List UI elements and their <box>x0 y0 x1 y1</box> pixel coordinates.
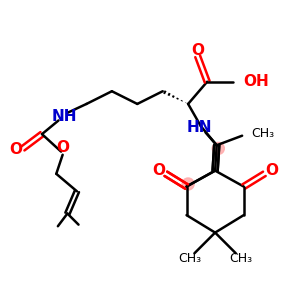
Text: O: O <box>56 140 69 155</box>
Text: NH: NH <box>52 109 77 124</box>
Text: CH₃: CH₃ <box>252 127 275 140</box>
Text: OH: OH <box>244 74 269 89</box>
Text: O: O <box>191 43 204 58</box>
Text: O: O <box>9 142 22 158</box>
Text: HN: HN <box>187 120 212 135</box>
Text: O: O <box>265 163 278 178</box>
Text: CH₃: CH₃ <box>178 253 201 266</box>
Circle shape <box>182 178 194 190</box>
Text: CH₃: CH₃ <box>229 253 252 266</box>
Circle shape <box>212 142 224 154</box>
Text: O: O <box>152 163 165 178</box>
